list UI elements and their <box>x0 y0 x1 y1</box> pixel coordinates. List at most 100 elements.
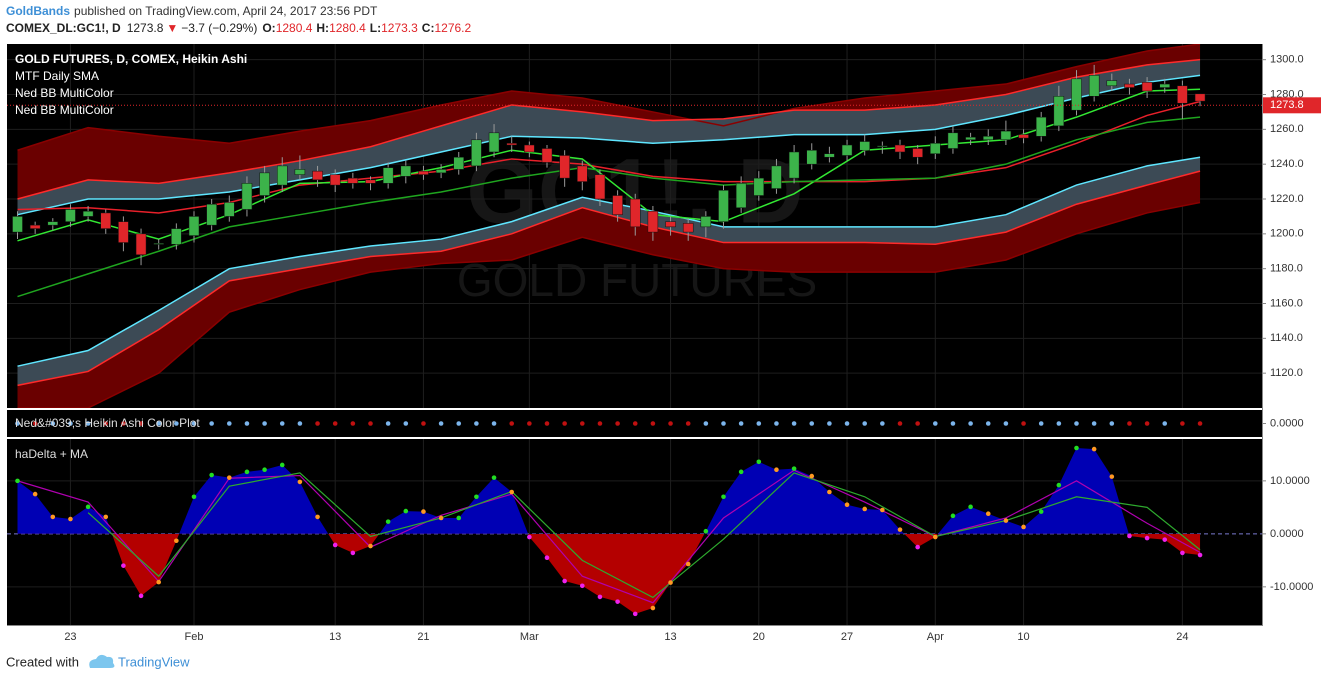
candle-body <box>47 221 59 226</box>
x-tick-label: 13 <box>664 631 676 643</box>
candle-body <box>859 141 870 151</box>
color-dot <box>721 421 726 426</box>
l-label: L: <box>370 21 381 35</box>
delta-dot <box>103 514 109 520</box>
area-positive <box>17 448 1201 534</box>
y-tick-label: 1140.0 <box>1270 332 1303 344</box>
candle-body <box>524 144 535 153</box>
author[interactable]: GoldBands <box>6 4 70 18</box>
delta-dot <box>950 513 956 519</box>
color-dot <box>968 421 973 426</box>
delta-dot <box>632 611 638 617</box>
indicator-label: Ned BB MultiColor <box>15 86 114 100</box>
y-tick-label: 0.0000 <box>1270 417 1304 429</box>
candle-body <box>400 165 412 177</box>
color-dot <box>403 421 409 426</box>
delta-dot <box>862 506 867 512</box>
color-dot <box>438 421 444 426</box>
delta-dot <box>985 511 991 517</box>
delta-dot <box>438 515 444 521</box>
x-tick-label: 27 <box>841 631 853 643</box>
candle-body <box>171 228 182 245</box>
candle-body <box>488 132 500 153</box>
color-dot <box>527 421 532 426</box>
candle-body <box>12 216 23 233</box>
color-dot <box>1180 421 1185 426</box>
y-tick-label: 1300.0 <box>1270 54 1304 66</box>
axes: 23 Feb 13 21 Mar 13 20 27 Apr 10 24 1120.0 1140.0 116… <box>64 54 1321 643</box>
delta-dot <box>403 508 409 514</box>
o-label: O: <box>262 21 275 35</box>
delta-dot <box>509 489 514 495</box>
dots-plot <box>15 421 1203 426</box>
band-line <box>17 116 1201 298</box>
delta-dot <box>685 561 691 567</box>
price-tag-label: 1273.8 <box>1270 99 1304 111</box>
delta-dot <box>32 491 38 497</box>
y-tick-label: 1220.0 <box>1270 193 1304 205</box>
delta-dot <box>297 479 303 485</box>
color-dot <box>385 421 391 426</box>
price-axis-line <box>1262 44 1263 625</box>
indicator-label: Ned BB MultiColor <box>15 103 114 117</box>
arrow: ▼ <box>166 21 178 35</box>
candle-body <box>347 177 359 184</box>
footer-brand[interactable]: TradingView <box>118 654 190 669</box>
candle-body <box>188 216 200 236</box>
color-dot <box>350 421 356 426</box>
color-dot <box>668 421 673 426</box>
candle-body <box>1018 134 1029 139</box>
delta-dot <box>227 475 232 480</box>
candle-body <box>630 198 641 228</box>
delta-dot <box>315 514 320 520</box>
x-tick-label: 24 <box>1176 631 1188 643</box>
color-dot <box>933 421 938 426</box>
logo[interactable] <box>89 654 115 668</box>
candle-body <box>983 136 994 141</box>
delta-dot <box>1180 550 1185 556</box>
color-dot <box>491 421 497 426</box>
candle-body <box>471 139 482 167</box>
candle-body <box>718 190 729 222</box>
candle-body <box>1035 116 1047 137</box>
candle-body <box>665 221 676 228</box>
color-dot <box>950 421 956 426</box>
delta-dot <box>1003 518 1009 523</box>
price-tag <box>1263 97 1321 114</box>
candle-body <box>1071 78 1082 111</box>
band-line <box>17 201 1201 408</box>
delta-dot <box>138 593 144 599</box>
c-label: C: <box>422 21 435 35</box>
l-value: 1273.3 <box>381 21 418 35</box>
color-dot <box>156 421 161 426</box>
x-tick-label: 10 <box>1017 631 1029 643</box>
candle-body <box>541 148 553 163</box>
color-dot <box>85 421 91 426</box>
delta-dot <box>650 605 656 611</box>
x-tick-label: 21 <box>417 631 429 643</box>
color-dot <box>827 421 832 426</box>
color-dot <box>985 421 991 426</box>
candle-body <box>612 195 623 215</box>
color-dot <box>209 421 214 426</box>
main-title: GOLD FUTURES, D, COMEX, Heikin Ashi <box>15 52 247 66</box>
delta-dot <box>50 514 56 520</box>
x-tick-label: Apr <box>927 631 944 643</box>
published: published on TradingView.com, April 24, … <box>74 4 378 18</box>
color-dot <box>1021 421 1026 426</box>
candle-body <box>753 177 765 196</box>
candle-body <box>771 165 782 189</box>
delta-dot <box>1038 509 1044 514</box>
candle-body <box>1053 95 1065 127</box>
candle-body <box>100 212 111 229</box>
candle-body <box>735 183 747 208</box>
candle-body <box>135 233 147 255</box>
delta-dot <box>421 509 426 514</box>
color-dot <box>456 421 462 426</box>
candle-body <box>435 169 447 174</box>
ma-line <box>87 472 1201 599</box>
candle-body <box>965 136 976 141</box>
y-tick-label: 1200.0 <box>1270 228 1304 240</box>
color-dot <box>474 421 479 426</box>
